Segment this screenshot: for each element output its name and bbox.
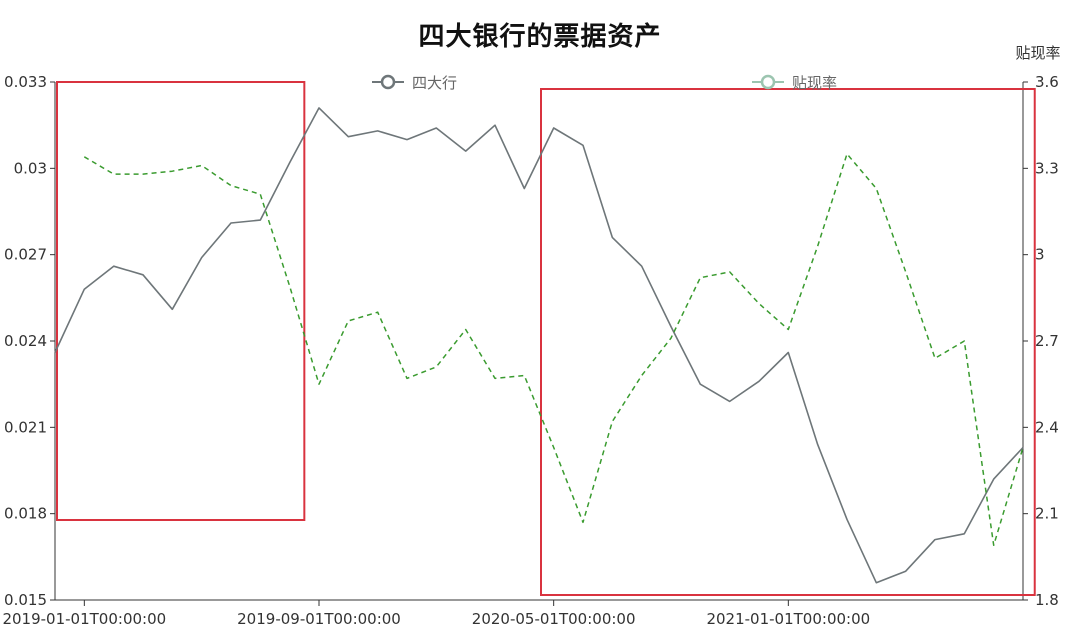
left-axis-tick-label: 0.015 — [4, 591, 47, 609]
legend-label-series2[interactable]: 贴现率 — [792, 74, 837, 92]
right-axis-tick-label: 2.1 — [1035, 505, 1059, 523]
x-axis-tick-label: 2021-01-01T00:00:00 — [706, 610, 870, 628]
axes-layer: 0.015 0.018 0.021 0.024 0.027 0.03 0.033 1.8 2.1… — [2, 73, 1058, 628]
series-line-sidahang — [54, 107, 1024, 584]
legend-marker-series1 — [380, 74, 396, 90]
x-axis-tick-label: 2019-01-01T00:00:00 — [2, 610, 166, 628]
left-axis-tick-label: 0.033 — [4, 73, 47, 91]
highlight-box — [540, 88, 1036, 596]
legend-label-series1[interactable]: 四大行 — [412, 74, 457, 92]
left-axis-tick-label: 0.018 — [4, 505, 47, 523]
right-axis-tick-label: 1.8 — [1035, 591, 1059, 609]
right-axis-tick-label: 2.7 — [1035, 332, 1059, 350]
left-axis-tick-label: 0.024 — [4, 332, 47, 350]
highlight-box — [56, 81, 306, 521]
highlight-layer — [56, 81, 1036, 596]
right-axis-tick-label: 3.6 — [1035, 73, 1059, 91]
left-axis-tick-label: 0.021 — [4, 418, 47, 436]
x-axis-tick-label: 2020-05-01T00:00:00 — [472, 610, 636, 628]
series-line-discount-rate — [83, 153, 1024, 547]
chart-title: 四大银行的票据资产 — [418, 22, 662, 52]
series-layer — [54, 107, 1024, 584]
left-axis-tick-label: 0.03 — [14, 159, 47, 177]
left-axis-tick-label: 0.027 — [4, 246, 47, 264]
right-axis-tick-label: 2.4 — [1035, 418, 1059, 436]
right-axis-name: 贴现率 — [1015, 44, 1060, 62]
right-axis-tick-label: 3 — [1035, 246, 1045, 264]
right-axis-tick-label: 3.3 — [1035, 159, 1059, 177]
x-axis-tick-label: 2019-09-01T00:00:00 — [237, 610, 401, 628]
legend-marker-series2 — [760, 74, 776, 90]
legend: 四大行 贴现率 — [372, 74, 837, 92]
